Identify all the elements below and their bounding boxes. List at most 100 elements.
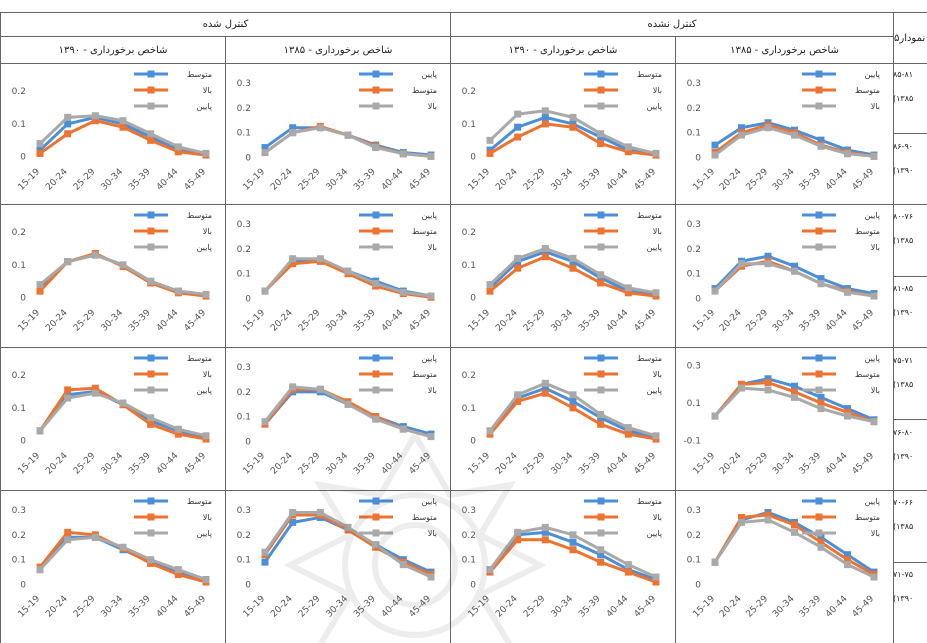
x-tick-label: 30-34 — [771, 594, 797, 620]
x-tick-label: 25-29 — [745, 594, 771, 620]
legend-label: متوسط — [412, 227, 437, 236]
grid-line — [0, 347, 927, 348]
legend-label: متوسط — [855, 513, 880, 522]
data-point — [486, 136, 494, 144]
x-tick-label: 20-24 — [269, 451, 295, 477]
x-tick-label: 30-34 — [325, 167, 351, 193]
y-tick-label: 0 — [695, 154, 701, 164]
data-point — [817, 538, 825, 546]
x-tick-label: 30-34 — [325, 308, 351, 334]
x-tick-label: 15-19 — [692, 308, 718, 334]
data-point — [569, 264, 577, 272]
grid-line — [893, 276, 927, 277]
data-point — [844, 150, 851, 158]
y-tick-label: 0 — [20, 581, 26, 591]
data-point — [870, 418, 878, 426]
x-tick-label: 15-19 — [242, 451, 268, 477]
data-point — [261, 548, 269, 556]
data-point — [64, 258, 72, 266]
legend-label: بالا — [871, 386, 880, 395]
y-tick-label: 0.1 — [237, 413, 251, 423]
legend-label: پایین — [197, 102, 212, 111]
data-point — [261, 149, 269, 157]
x-tick-label: 40-44 — [380, 167, 406, 193]
subheader-1385-controlled: شاخص برخورداری - ۱۳۸۵ — [225, 36, 451, 64]
legend-label: متوسط — [855, 227, 880, 236]
legend-marker — [372, 243, 380, 251]
legend-marker — [372, 211, 380, 219]
data-point — [597, 551, 605, 559]
legend-label: بالا — [203, 227, 212, 236]
x-tick-label: 40-44 — [605, 451, 631, 477]
y-tick-label: 0.2 — [237, 531, 251, 541]
legend-marker — [147, 529, 155, 537]
data-point — [569, 391, 577, 399]
x-tick-label: 45-49 — [408, 308, 434, 334]
legend-label: متوسط — [412, 370, 437, 379]
x-tick-label: 45-49 — [183, 308, 209, 334]
data-point — [791, 388, 798, 396]
data-point — [344, 267, 352, 275]
row-label-range: ۷۱-۷۵ — [893, 570, 914, 579]
data-point — [597, 271, 605, 279]
legend-label: بالا — [653, 370, 662, 379]
legend-label: پایین — [422, 211, 437, 220]
x-tick-label: 35-39 — [127, 451, 153, 477]
data-point — [399, 150, 407, 158]
data-point — [817, 405, 825, 413]
x-tick-label: 35-39 — [577, 308, 603, 334]
y-tick-label: 0.2 — [237, 388, 251, 398]
data-point — [372, 415, 380, 423]
data-point — [817, 280, 825, 288]
data-point — [817, 393, 825, 401]
data-point — [486, 566, 494, 574]
legend-marker — [372, 70, 380, 78]
data-point — [597, 130, 605, 138]
x-tick-label: 45-49 — [633, 451, 659, 477]
y-tick-label: 0.2 — [462, 228, 476, 238]
legend-marker — [372, 513, 380, 521]
y-tick-label: 0.1 — [462, 120, 476, 130]
x-tick-label: 30-34 — [100, 308, 126, 334]
legend-label: بالا — [428, 386, 437, 395]
line-chart: 0 0.1 0.2 15-19 20-24 25-29 30-34 35-39 40-44 45-… — [462, 211, 662, 334]
x-tick-label: 15-19 — [242, 167, 268, 193]
legend-marker — [372, 497, 380, 505]
x-tick-label: 25-29 — [297, 167, 323, 193]
data-point — [316, 508, 324, 516]
line-chart: 0 0.1 0.2 0.3 15-19 20-24 25-29 30-34 35-39 40-44… — [237, 211, 437, 334]
x-tick-label: 15-19 — [467, 308, 493, 334]
x-tick-label: 15-19 — [17, 451, 43, 477]
y-tick-label: 0.1 — [462, 556, 476, 566]
data-point — [652, 578, 660, 586]
data-point — [514, 110, 522, 118]
row-label-year: (۱۳۸۵ — [893, 236, 914, 245]
legend-marker — [597, 497, 605, 505]
line-chart: 0 0.1 0.2 15-19 20-24 25-29 30-34 35-39 40-44 45-… — [12, 211, 212, 334]
legend-label: متوسط — [855, 86, 880, 95]
subheader-1390-controlled: شاخص برخورداری - ۱۳۹۰ — [0, 36, 226, 64]
data-point — [514, 264, 522, 272]
legend-label: پایین — [197, 386, 212, 395]
x-tick-label: 25-29 — [745, 308, 771, 334]
data-point — [764, 252, 772, 260]
data-point — [147, 556, 155, 564]
data-point — [289, 124, 297, 132]
data-point — [36, 427, 44, 435]
x-tick-label: 40-44 — [824, 167, 850, 193]
legend-marker — [147, 243, 155, 251]
legend-marker — [372, 354, 380, 362]
y-tick-label: 0.3 — [687, 220, 701, 230]
x-tick-label: 35-39 — [352, 451, 378, 477]
y-tick-label: 0.1 — [462, 404, 476, 414]
legend-label: پایین — [865, 211, 880, 220]
data-point — [541, 107, 549, 115]
row-label-year: (۱۳۸۵ — [893, 380, 914, 389]
data-point — [870, 292, 878, 300]
data-point — [764, 260, 772, 268]
data-point — [64, 113, 72, 121]
data-point — [711, 151, 719, 159]
data-point — [817, 533, 825, 541]
data-point — [569, 538, 577, 546]
data-point — [202, 576, 210, 584]
